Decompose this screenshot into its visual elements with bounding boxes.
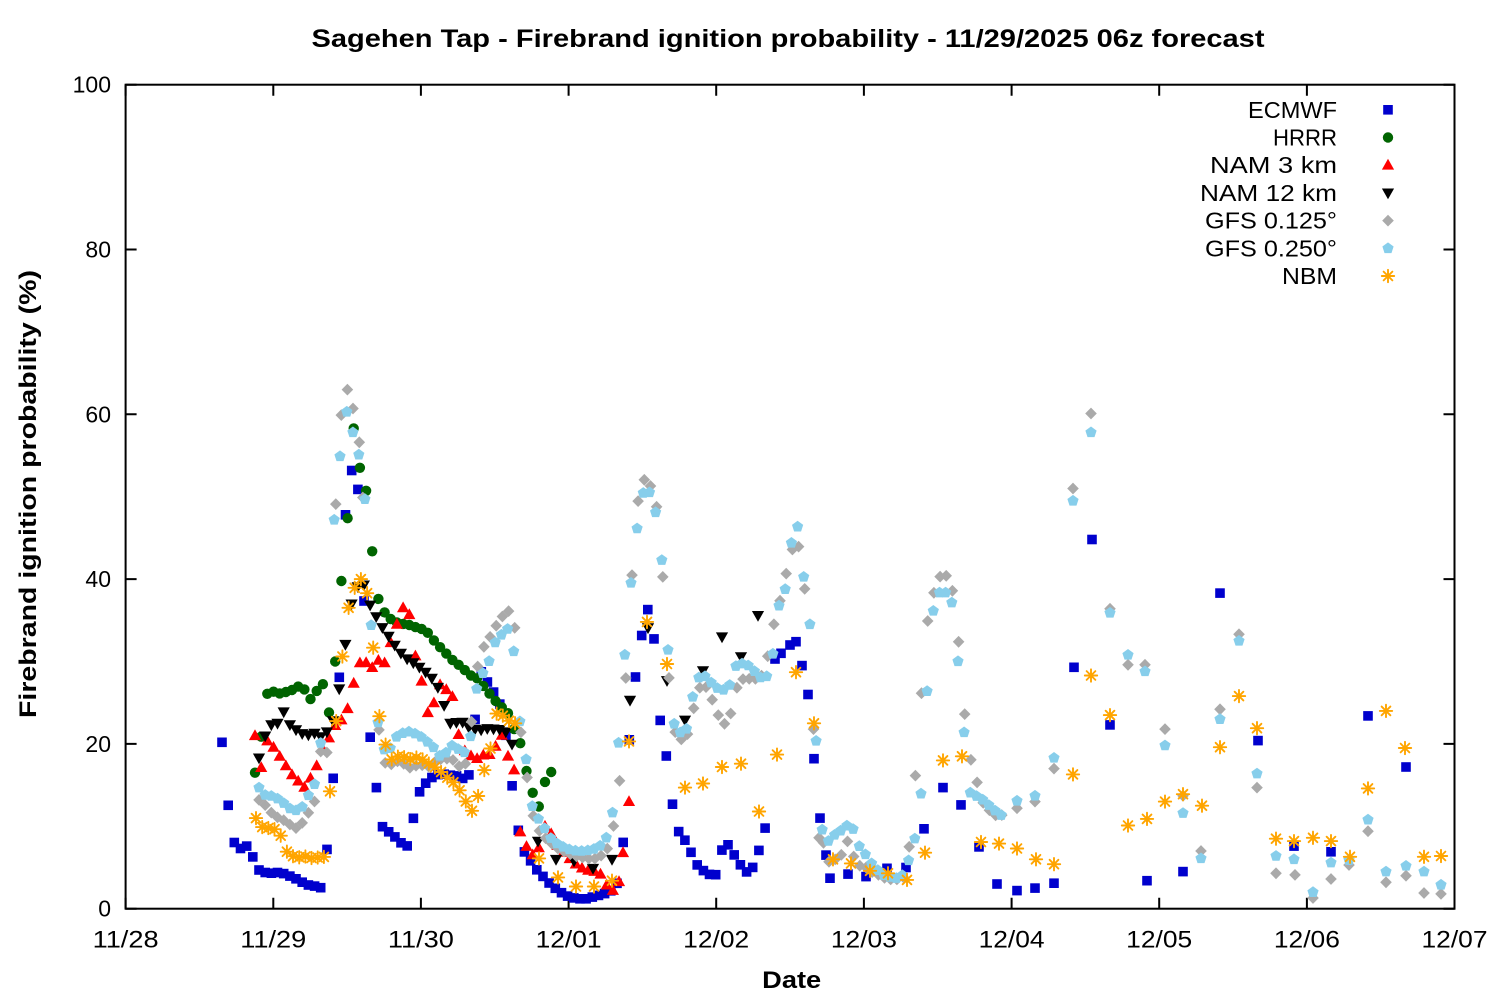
svg-text:Date: Date [762,967,821,994]
svg-text:NBM: NBM [1282,263,1337,289]
svg-text:11/29: 11/29 [240,927,306,954]
svg-text:GFS 0.250°: GFS 0.250° [1205,235,1337,261]
svg-text:11/30: 11/30 [388,927,454,954]
svg-text:NAM 3 km: NAM 3 km [1210,152,1337,178]
svg-text:ECMWF: ECMWF [1248,97,1337,123]
svg-text:12/07: 12/07 [1422,927,1488,954]
svg-text:GFS 0.125°: GFS 0.125° [1205,208,1337,234]
svg-text:60: 60 [85,401,111,427]
svg-text:12/03: 12/03 [831,927,897,954]
svg-text:100: 100 [73,72,111,98]
svg-text:20: 20 [85,731,111,757]
svg-text:12/01: 12/01 [536,927,602,954]
svg-text:0: 0 [98,896,111,922]
svg-text:12/04: 12/04 [979,927,1045,954]
svg-text:12/05: 12/05 [1126,927,1192,954]
svg-text:Sagehen Tap - Firebrand igniti: Sagehen Tap - Firebrand ignition probabi… [312,25,1266,53]
svg-text:NAM 12 km: NAM 12 km [1200,180,1337,206]
svg-text:80: 80 [85,237,111,263]
svg-text:12/06: 12/06 [1274,927,1340,954]
svg-text:40: 40 [85,566,111,592]
svg-text:Firebrand ignition probability: Firebrand ignition probability (%) [15,270,42,718]
svg-text:HRRR: HRRR [1273,125,1337,151]
svg-text:12/02: 12/02 [683,927,749,954]
svg-text:11/28: 11/28 [93,927,159,954]
